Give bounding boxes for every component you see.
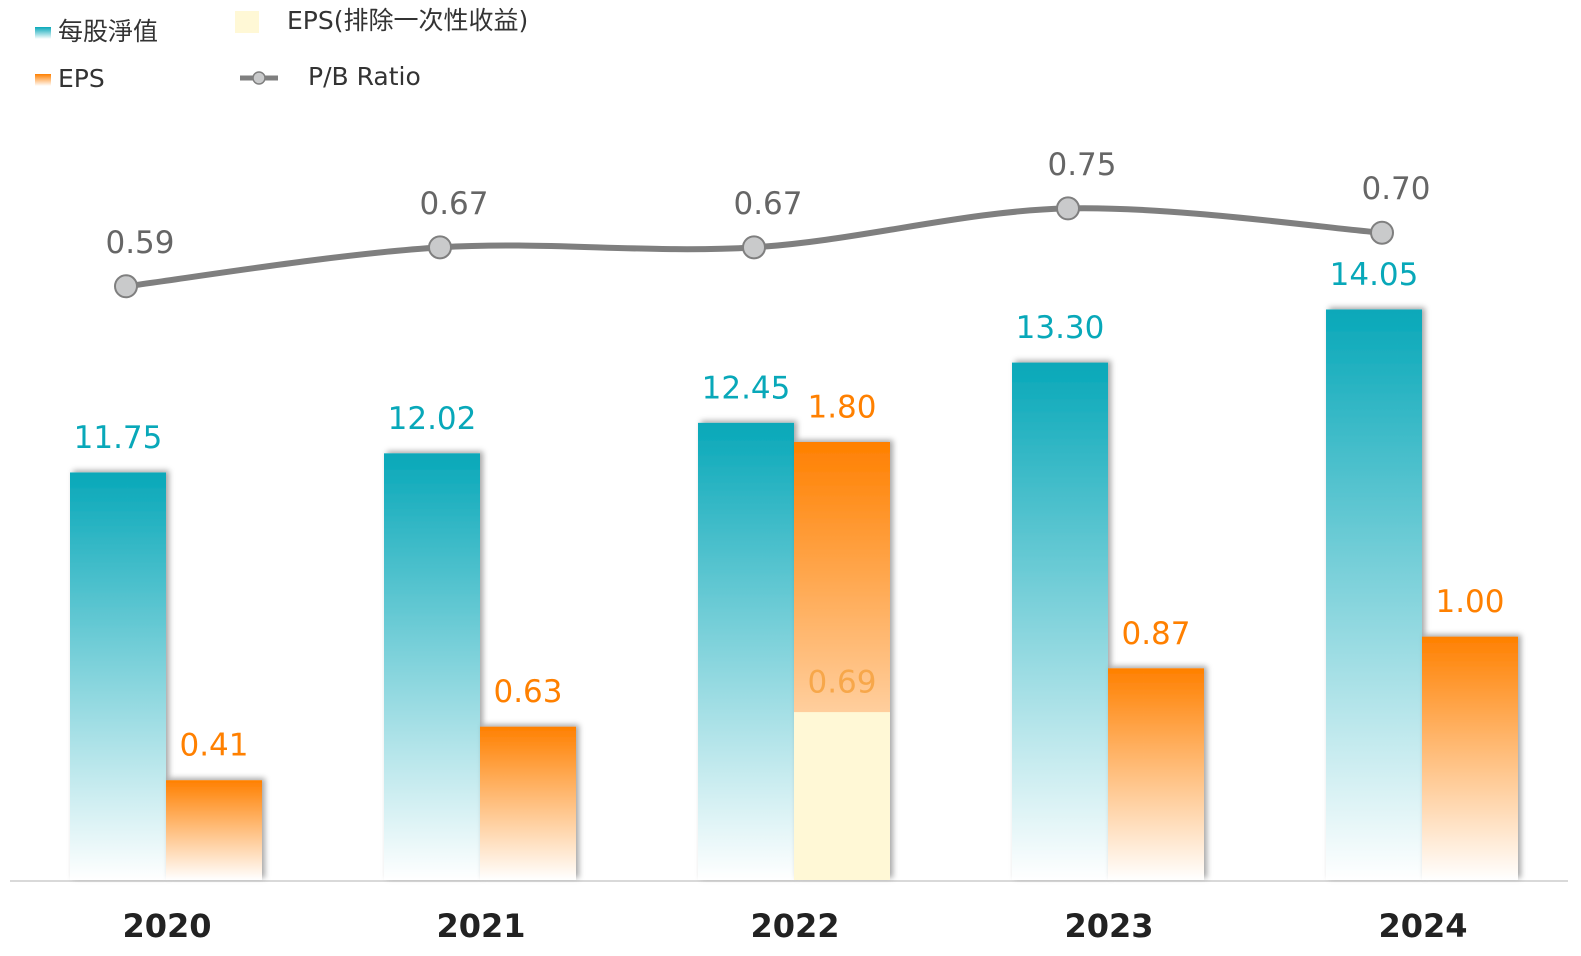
legend-swatch bbox=[235, 11, 259, 33]
data-label: 0.67 bbox=[733, 186, 802, 222]
bar bbox=[70, 472, 166, 880]
legend-swatch bbox=[35, 74, 51, 86]
bar bbox=[1326, 309, 1422, 880]
x-tick-label: 2023 bbox=[1064, 907, 1153, 945]
bar bbox=[698, 422, 794, 880]
data-label: 0.41 bbox=[179, 728, 248, 764]
data-label: 14.05 bbox=[1330, 257, 1419, 293]
data-label: 0.69 bbox=[807, 665, 876, 701]
data-label: 0.87 bbox=[1121, 616, 1190, 652]
data-label: 12.02 bbox=[388, 401, 477, 437]
x-tick-label: 2021 bbox=[436, 907, 525, 945]
bar bbox=[166, 780, 262, 880]
marker bbox=[428, 235, 452, 260]
x-tick-label: 2024 bbox=[1378, 907, 1467, 945]
data-label: 11.75 bbox=[74, 420, 163, 456]
marker bbox=[1056, 196, 1080, 221]
x-tick-label: 2020 bbox=[122, 907, 211, 945]
legend-swatch bbox=[35, 27, 51, 39]
bar bbox=[384, 453, 480, 880]
data-label: 0.75 bbox=[1047, 147, 1116, 183]
bar bbox=[480, 726, 576, 880]
marker bbox=[1370, 220, 1394, 245]
data-label: 1.00 bbox=[1435, 584, 1504, 620]
data-label: 0.63 bbox=[493, 674, 562, 710]
bar bbox=[1422, 636, 1518, 880]
legend-label: 每股淨值 bbox=[58, 17, 158, 46]
legend-label: EPS bbox=[58, 64, 105, 93]
marker bbox=[742, 235, 766, 260]
data-label: 0.59 bbox=[105, 225, 174, 261]
bar bbox=[1012, 362, 1108, 881]
x-tick-label: 2022 bbox=[750, 907, 839, 945]
bar bbox=[1108, 668, 1204, 880]
marker bbox=[114, 274, 138, 299]
data-label: 13.30 bbox=[1016, 310, 1105, 346]
bar bbox=[794, 712, 890, 880]
data-label: 1.80 bbox=[807, 390, 876, 426]
data-label: 12.45 bbox=[702, 370, 791, 406]
legend-label: EPS(排除一次性收益) bbox=[287, 6, 528, 35]
data-label: 0.67 bbox=[419, 186, 488, 222]
legend-label: P/B Ratio bbox=[308, 62, 421, 91]
data-label: 0.70 bbox=[1361, 171, 1430, 207]
legend-marker bbox=[252, 71, 266, 85]
